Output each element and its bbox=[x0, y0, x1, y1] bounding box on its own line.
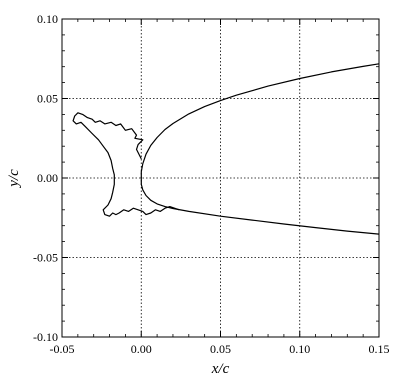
y-tick-label: -0.10 bbox=[33, 330, 58, 344]
x-tick-label: -0.05 bbox=[50, 342, 75, 356]
series-line-1 bbox=[140, 63, 380, 235]
grid-lines bbox=[62, 19, 379, 337]
x-tick-label: 0.10 bbox=[289, 342, 310, 356]
ticks bbox=[61, 18, 380, 338]
y-tick-label: 0.00 bbox=[37, 171, 58, 185]
tick-labels: -0.05 0.00 0.05 0.10 0.15-0.10-0.050.000.050… bbox=[33, 12, 390, 356]
y-tick-label: -0.05 bbox=[33, 251, 58, 265]
y-tick-label: 0.05 bbox=[37, 92, 58, 106]
x-axis-label: x/c bbox=[211, 361, 230, 377]
x-tick-label: 0.15 bbox=[369, 342, 390, 356]
y-tick-label: 0.10 bbox=[37, 12, 58, 26]
series-line-2 bbox=[72, 112, 180, 217]
x-tick-label: 0.05 bbox=[210, 342, 231, 356]
series-layer bbox=[72, 63, 380, 235]
x-tick-label: 0.00 bbox=[131, 342, 152, 356]
y-axis-label: y/c bbox=[6, 169, 22, 189]
